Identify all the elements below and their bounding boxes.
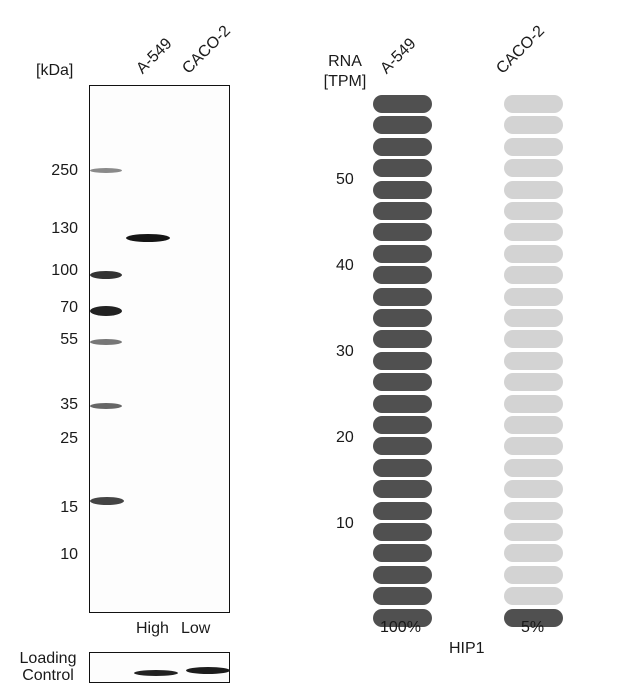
ladder-band-70 (90, 306, 122, 316)
rna-segment (373, 330, 432, 349)
rna-segment (373, 608, 432, 627)
rna-segment (504, 266, 563, 285)
mw-70: 70 (60, 299, 78, 316)
loading-band-caco2 (186, 667, 230, 674)
rna-segment (373, 587, 432, 606)
rna-segment (373, 544, 432, 563)
rna-segment (373, 480, 432, 499)
rna-segment (504, 159, 563, 178)
rna-tick-40: 40 (336, 257, 354, 274)
rna-segment (504, 416, 563, 434)
loading-control-image (89, 652, 230, 683)
rna-segment (504, 309, 563, 327)
rna-segment (504, 373, 563, 392)
rna-segment (373, 180, 432, 199)
rna-segment (504, 330, 563, 349)
ladder-band-15 (90, 497, 124, 505)
expression-label-low: Low (181, 620, 211, 637)
mw-35: 35 (60, 396, 78, 413)
rna-segment (504, 137, 563, 156)
rna-segment (504, 244, 563, 263)
ladder-band-55 (90, 339, 122, 345)
rna-tick-50: 50 (336, 171, 354, 188)
rna-segment (504, 223, 563, 242)
rna-segment (504, 95, 563, 113)
rna-segment (504, 523, 563, 541)
mw-55: 55 (60, 331, 78, 348)
rna-tick-30: 30 (336, 343, 354, 360)
ladder-band-35 (90, 403, 122, 409)
rna-segment (373, 501, 432, 520)
rna-segment (373, 159, 432, 178)
rna-segment (504, 480, 563, 499)
rna-segment (373, 351, 432, 370)
rna-segment (373, 116, 432, 135)
rna-segment (373, 565, 432, 584)
rna-segment (504, 501, 563, 520)
rna-segment (373, 373, 432, 392)
rna-segment (504, 587, 563, 606)
rna-tick-20: 20 (336, 429, 354, 446)
rna-sample-label-a549: A-549 (377, 35, 420, 78)
rna-segment (373, 394, 432, 413)
loading-control-label: Loading Control (19, 650, 77, 684)
target-band-a549 (126, 234, 170, 242)
rna-segment (373, 223, 432, 242)
kda-label: [kDa] (36, 62, 74, 79)
mw-250: 250 (51, 162, 78, 179)
rna-segment (504, 458, 563, 477)
rna-segment (504, 116, 563, 135)
rna-segment (373, 244, 432, 263)
rna-axis-label: RNA [TPM] (323, 53, 367, 90)
blot-lane-label-caco2: CACO-2 (179, 22, 235, 78)
mw-25: 25 (60, 430, 78, 447)
mw-130: 130 (51, 220, 78, 237)
expression-label-high: High (136, 620, 169, 637)
rna-segment (373, 202, 432, 220)
blot-lane-label-a549: A-549 (133, 35, 176, 78)
rna-segment (373, 137, 432, 156)
rna-tick-10: 10 (336, 515, 354, 532)
rna-segment (373, 95, 432, 113)
rna-segment (373, 437, 432, 456)
ladder-band-100 (90, 271, 122, 279)
rna-segment (373, 309, 432, 327)
rna-segment (504, 544, 563, 563)
rna-segment (504, 351, 563, 370)
rna-segment (373, 416, 432, 434)
mw-15: 15 (60, 499, 78, 516)
gene-label: HIP1 (449, 640, 485, 657)
mw-10: 10 (60, 546, 78, 563)
rna-segment (504, 287, 563, 306)
rna-segment (504, 608, 563, 627)
rna-percent-caco2: 5% (521, 619, 545, 636)
rna-percent-a549: 100% (380, 619, 421, 636)
western-blot-image (89, 85, 230, 613)
rna-segment (373, 458, 432, 477)
rna-segment (504, 394, 563, 413)
rna-segment (504, 565, 563, 584)
rna-sample-label-caco2: CACO-2 (493, 22, 549, 78)
rna-segment (373, 287, 432, 306)
mw-100: 100 (51, 262, 78, 279)
rna-segment (373, 266, 432, 285)
loading-band-a549 (134, 670, 178, 676)
ladder-band-250 (90, 168, 122, 173)
rna-segment (504, 202, 563, 220)
rna-segment (373, 523, 432, 541)
rna-segment (504, 180, 563, 199)
rna-segment (504, 437, 563, 456)
